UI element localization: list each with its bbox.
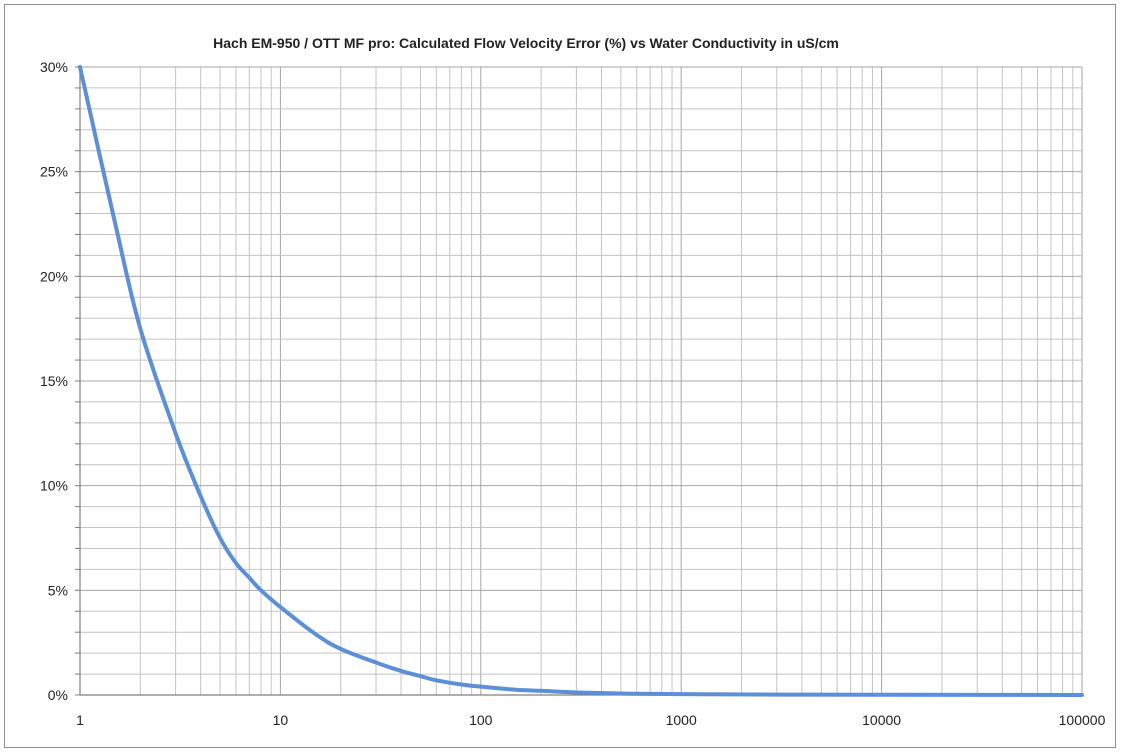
series-line-0 — [78, 65, 1084, 697]
y-tick-label: 10% — [40, 478, 68, 494]
y-tick-label: 15% — [40, 373, 68, 389]
y-tick-label: 25% — [40, 164, 68, 180]
x-tick-label: 100 — [469, 712, 493, 728]
x-tick-labels: 1 10 100 1000 10000 100000 — [76, 712, 1105, 728]
y-tick-label: 20% — [40, 268, 68, 284]
y-tick-label: 0% — [48, 687, 68, 703]
y-tick-label: 30% — [40, 59, 68, 75]
x-tick-label: 1 — [76, 712, 84, 728]
y-tick-label: 5% — [48, 582, 68, 598]
y-tick-labels: 0% 5% 10% 15% 20% 25% 30% — [40, 59, 68, 703]
chart-title: Hach EM-950 / OTT MF pro: Calculated Flo… — [213, 35, 839, 51]
x-tick-label: 100000 — [1059, 712, 1106, 728]
grid — [79, 66, 1083, 696]
x-tick-label: 1000 — [666, 712, 697, 728]
x-tick-label: 10 — [273, 712, 289, 728]
chart-frame — [4, 4, 1116, 748]
x-tick-label: 10000 — [862, 712, 901, 728]
series-layer — [78, 65, 1084, 697]
